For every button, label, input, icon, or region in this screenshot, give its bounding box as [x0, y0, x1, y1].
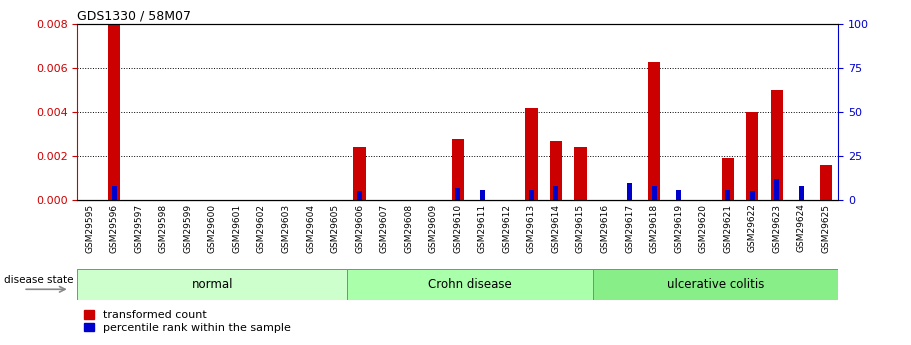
Text: GSM29612: GSM29612	[502, 204, 511, 253]
Text: GSM29595: GSM29595	[86, 204, 94, 253]
Bar	[746, 112, 758, 200]
Bar	[722, 158, 734, 200]
Text: GSM29596: GSM29596	[109, 204, 118, 253]
Text: GSM29605: GSM29605	[331, 204, 340, 253]
Text: GSM29622: GSM29622	[748, 204, 757, 253]
Text: GSM29616: GSM29616	[600, 204, 609, 253]
Text: GSM29624: GSM29624	[797, 204, 806, 253]
Text: normal: normal	[191, 278, 233, 291]
Text: GSM29620: GSM29620	[699, 204, 708, 253]
Text: GSM29619: GSM29619	[674, 204, 683, 253]
Text: disease state: disease state	[4, 275, 74, 285]
Bar	[456, 188, 460, 200]
Text: GSM29601: GSM29601	[232, 204, 241, 253]
Bar	[799, 186, 804, 200]
Text: GSM29618: GSM29618	[650, 204, 659, 253]
Bar	[480, 189, 485, 200]
Bar	[676, 189, 681, 200]
Bar	[452, 139, 464, 200]
Bar	[108, 24, 120, 200]
Text: GSM29602: GSM29602	[257, 204, 266, 253]
Text: GSM29607: GSM29607	[380, 204, 389, 253]
Text: GSM29614: GSM29614	[551, 204, 560, 253]
Bar	[648, 61, 660, 200]
Text: GSM29625: GSM29625	[822, 204, 830, 253]
Bar	[554, 186, 558, 200]
Bar	[820, 165, 832, 200]
Text: GSM29610: GSM29610	[454, 204, 462, 253]
Bar	[353, 147, 365, 200]
Bar	[725, 189, 730, 200]
Bar	[574, 147, 587, 200]
Text: GSM29615: GSM29615	[576, 204, 585, 253]
Text: GSM29597: GSM29597	[134, 204, 143, 253]
Bar	[750, 191, 754, 200]
Bar	[593, 269, 838, 300]
Text: GDS1330 / 58M07: GDS1330 / 58M07	[77, 10, 191, 23]
Text: GSM29613: GSM29613	[527, 204, 536, 253]
Text: GSM29623: GSM29623	[773, 204, 782, 253]
Bar	[347, 269, 593, 300]
Bar	[526, 108, 537, 200]
Text: GSM29606: GSM29606	[355, 204, 364, 253]
Text: GSM29598: GSM29598	[159, 204, 168, 253]
Bar	[77, 269, 347, 300]
Text: GSM29604: GSM29604	[306, 204, 315, 253]
Text: GSM29611: GSM29611	[477, 204, 486, 253]
Legend: transformed count, percentile rank within the sample: transformed count, percentile rank withi…	[83, 309, 292, 334]
Bar	[112, 186, 117, 200]
Text: GSM29608: GSM29608	[404, 204, 414, 253]
Text: GSM29600: GSM29600	[208, 204, 217, 253]
Bar	[627, 183, 632, 200]
Text: GSM29609: GSM29609	[429, 204, 438, 253]
Text: Crohn disease: Crohn disease	[428, 278, 512, 291]
Text: GSM29621: GSM29621	[723, 204, 732, 253]
Bar	[550, 141, 562, 200]
Text: ulcerative colitis: ulcerative colitis	[667, 278, 764, 291]
Text: GSM29599: GSM29599	[183, 204, 192, 253]
Bar	[651, 186, 657, 200]
Bar	[771, 90, 783, 200]
Bar	[357, 191, 362, 200]
Bar	[774, 179, 779, 200]
Text: GSM29603: GSM29603	[281, 204, 291, 253]
Text: GSM29617: GSM29617	[625, 204, 634, 253]
Bar	[529, 189, 534, 200]
